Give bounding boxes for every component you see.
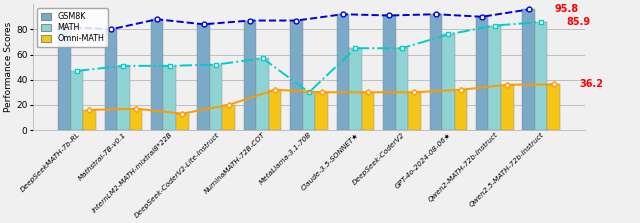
Text: 95.8: 95.8 [554,4,579,14]
Bar [522,9,535,130]
Bar [349,48,362,130]
Text: 85.9: 85.9 [566,17,591,27]
Bar [383,15,396,130]
Bar [58,27,70,130]
Text: 36.2: 36.2 [579,79,604,89]
Bar [488,26,501,130]
Bar [476,17,488,130]
Bar [151,19,163,130]
Bar [104,29,117,130]
Bar [290,21,303,130]
Bar [442,34,454,130]
Bar [408,92,420,130]
Bar [396,48,408,130]
Bar [197,24,210,130]
Bar [501,85,513,130]
Bar [223,105,235,130]
Y-axis label: Performance Scores: Performance Scores [4,22,13,112]
Bar [70,71,83,130]
Bar [83,110,96,130]
Bar [210,65,223,130]
Bar [547,85,560,130]
Bar [429,14,442,130]
Legend: GSM8K, MATH, Omni-MATH: GSM8K, MATH, Omni-MATH [37,8,108,47]
Bar [535,22,547,130]
Bar [257,58,269,130]
Bar [362,92,374,130]
Bar [303,92,316,130]
Bar [316,92,328,130]
Bar [454,90,467,130]
Bar [117,66,129,130]
Bar [244,21,257,130]
Bar [163,66,176,130]
Bar [337,14,349,130]
Bar [129,109,142,130]
Bar [176,114,189,130]
Bar [269,90,282,130]
